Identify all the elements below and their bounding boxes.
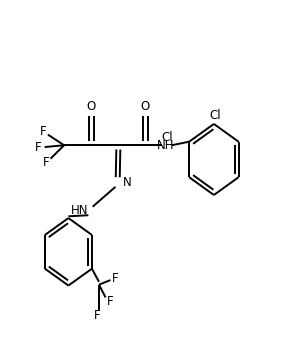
Text: F: F [39,125,46,138]
Text: F: F [94,309,101,323]
Text: O: O [141,100,150,113]
Text: HN: HN [71,204,88,217]
Text: O: O [87,100,96,113]
Text: F: F [112,272,119,285]
Text: F: F [107,295,113,308]
Text: N: N [123,176,131,189]
Text: NH: NH [157,139,175,152]
Text: F: F [43,156,50,169]
Text: F: F [35,141,42,154]
Text: Cl: Cl [162,131,173,144]
Text: Cl: Cl [209,108,221,122]
